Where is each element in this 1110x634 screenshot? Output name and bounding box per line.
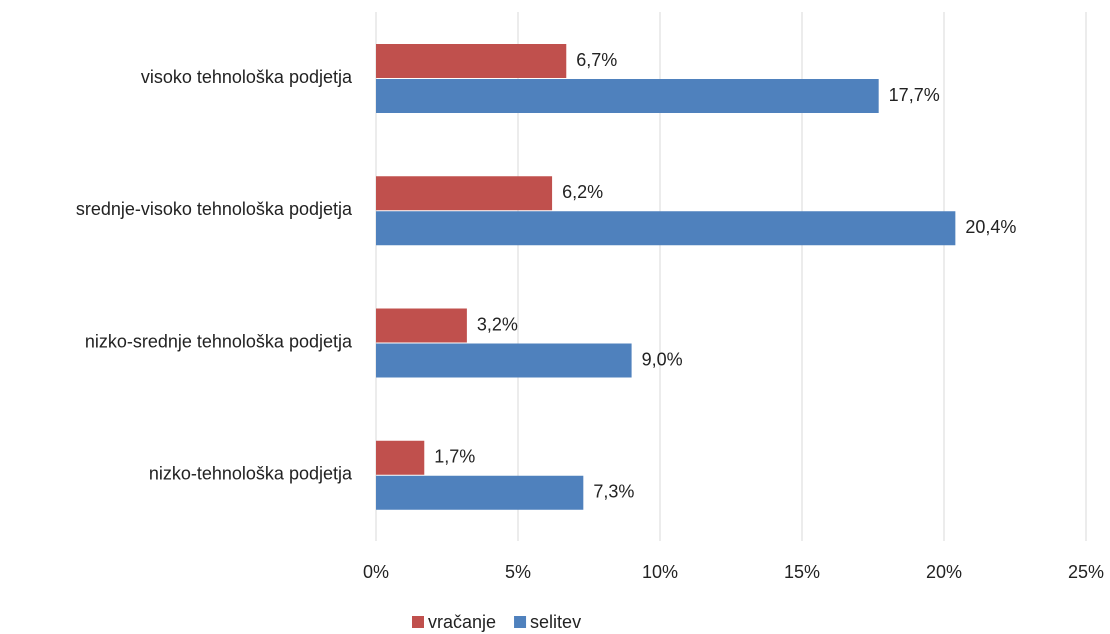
x-tick-label: 20% (926, 562, 962, 582)
bar (376, 176, 553, 211)
y-tick-label: visoko tehnološka podjetja (141, 67, 353, 87)
x-tick-label: 0% (363, 562, 389, 582)
data-label: 6,7% (576, 50, 617, 70)
legend-label: vračanje (428, 612, 496, 632)
y-tick-label: nizko-srednje tehnološka podjetja (85, 331, 353, 351)
data-label: 7,3% (593, 482, 634, 502)
bar (376, 308, 467, 343)
bar (376, 211, 956, 246)
x-tick-label: 5% (505, 562, 531, 582)
bar (376, 44, 567, 78)
x-tick-label: 10% (642, 562, 678, 582)
data-label: 9,0% (642, 349, 683, 369)
x-tick-label: 15% (784, 562, 820, 582)
x-tick-label: 25% (1068, 562, 1104, 582)
legend-swatch (514, 616, 527, 628)
bar (376, 440, 425, 475)
bar (376, 343, 632, 378)
data-label: 1,7% (434, 447, 475, 467)
data-label: 20,4% (965, 217, 1016, 237)
legend-swatch (412, 616, 424, 628)
y-tick-label: srednje-visoko tehnološka podjetja (76, 199, 353, 219)
data-label: 17,7% (889, 85, 940, 105)
legend-label: selitev (530, 612, 581, 632)
data-label: 6,2% (562, 182, 603, 202)
y-tick-label: nizko-tehnološka podjetja (149, 464, 353, 484)
bar (376, 475, 584, 510)
bar (376, 79, 879, 113)
data-label: 3,2% (477, 314, 518, 334)
